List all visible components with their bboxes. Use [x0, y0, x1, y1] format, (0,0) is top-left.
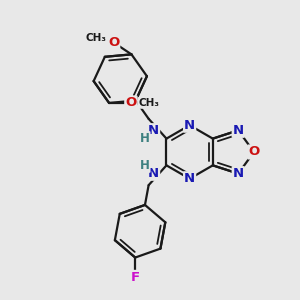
Text: O: O [108, 36, 119, 49]
Text: N: N [184, 119, 195, 132]
Text: H: H [140, 132, 150, 145]
Text: N: N [184, 172, 195, 185]
Text: O: O [125, 97, 136, 110]
Text: N: N [233, 167, 244, 180]
Text: N: N [148, 124, 159, 137]
Text: F: F [131, 271, 140, 284]
Text: O: O [248, 146, 260, 158]
Text: N: N [148, 167, 159, 180]
Text: CH₃: CH₃ [85, 32, 106, 43]
Text: CH₃: CH₃ [138, 98, 159, 108]
Text: N: N [233, 124, 244, 137]
Text: H: H [140, 159, 150, 172]
